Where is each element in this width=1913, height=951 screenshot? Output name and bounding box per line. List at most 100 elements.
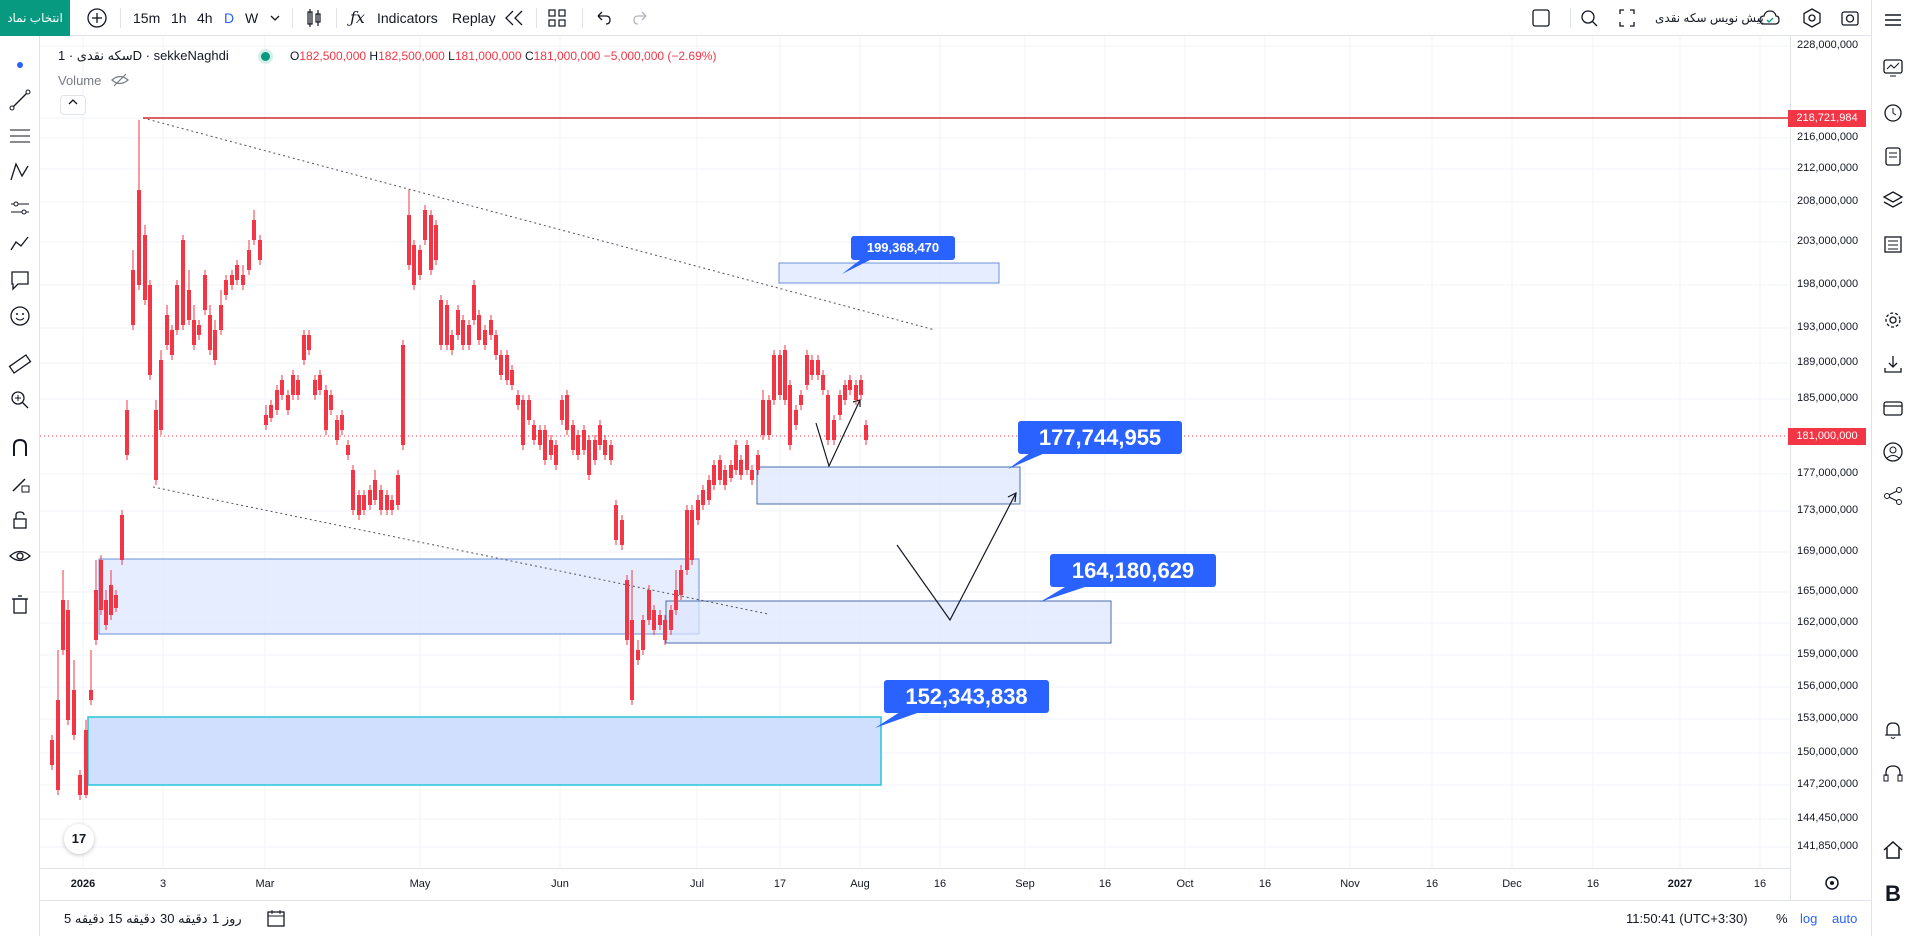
timeframe-1d[interactable]: 1 روز bbox=[212, 911, 242, 926]
zoom-tool-icon[interactable] bbox=[8, 388, 32, 412]
candle-body bbox=[674, 590, 678, 610]
brush-tool-icon[interactable] bbox=[8, 232, 32, 256]
replay-icon[interactable] bbox=[502, 0, 526, 36]
interval-1h[interactable]: 1h bbox=[171, 10, 187, 26]
callout-152m[interactable]: 152,343,838 bbox=[884, 680, 1049, 713]
undo-icon[interactable] bbox=[592, 0, 614, 36]
candle-body bbox=[772, 355, 776, 400]
lock-pen-icon[interactable] bbox=[8, 472, 32, 496]
interval-w[interactable]: W bbox=[245, 10, 259, 26]
card-icon[interactable] bbox=[1881, 396, 1905, 420]
headset-icon[interactable] bbox=[1881, 762, 1905, 786]
eye-hidden-icon[interactable] bbox=[111, 73, 129, 90]
interval-dropdown-icon[interactable] bbox=[268, 0, 282, 36]
settings-hex-icon[interactable] bbox=[1801, 0, 1823, 36]
callout-199m[interactable]: 199,368,470 bbox=[851, 236, 955, 260]
interval-4h[interactable]: 4h bbox=[197, 10, 213, 26]
symbol-legend[interactable]: سکه نقدی · 1D · sekkeNaghdi bbox=[58, 48, 229, 64]
top-toolbar: انتخاب نماد 15m 1h 4h D W ƒx Indicators … bbox=[0, 0, 1913, 36]
candle-body bbox=[838, 395, 842, 415]
candle-body bbox=[66, 610, 70, 720]
clock-timezone[interactable]: 11:50:41 (UTC+3:30) bbox=[1626, 911, 1748, 926]
watchlist-icon[interactable] bbox=[1881, 56, 1905, 80]
ruler-tool-icon[interactable] bbox=[8, 352, 32, 376]
trendline-tool-icon[interactable] bbox=[8, 88, 32, 112]
bell-icon[interactable] bbox=[1881, 718, 1905, 742]
percent-toggle[interactable]: % bbox=[1776, 911, 1788, 926]
camera-icon[interactable] bbox=[1839, 0, 1861, 36]
timeframe-5m[interactable]: 5 دقیقه bbox=[64, 911, 105, 926]
candle-body bbox=[576, 435, 580, 455]
candle-body bbox=[696, 500, 700, 520]
callout-164m[interactable]: 164,180,629 bbox=[1050, 554, 1216, 587]
log-toggle[interactable]: log bbox=[1800, 911, 1818, 926]
lock-icon[interactable] bbox=[8, 508, 32, 532]
candle-body bbox=[84, 730, 88, 795]
pattern-tool-icon[interactable] bbox=[8, 160, 32, 184]
download-icon[interactable] bbox=[1881, 352, 1905, 376]
price-tick-label: 162,000,000 bbox=[1797, 616, 1859, 628]
interval-d[interactable]: D bbox=[224, 10, 235, 26]
candle-body bbox=[247, 250, 251, 270]
add-symbol-icon[interactable] bbox=[86, 0, 108, 36]
notes-icon[interactable] bbox=[1881, 144, 1905, 168]
volume-legend[interactable]: Volume bbox=[58, 73, 129, 90]
time-axis[interactable]: 2026 3 Mar May Jun Jul 17 Aug 16 Sep 16 Oct 16 Nov 16 D… bbox=[40, 868, 1790, 900]
eye-icon[interactable] bbox=[8, 544, 32, 568]
cloud-save-icon[interactable] bbox=[1757, 0, 1781, 36]
candle-body bbox=[783, 350, 787, 400]
forecast-tool-icon[interactable] bbox=[8, 196, 32, 220]
candle-body bbox=[252, 220, 256, 240]
expand-icon[interactable] bbox=[1616, 0, 1638, 36]
share-icon[interactable] bbox=[1881, 484, 1905, 508]
callout-177m[interactable]: 177,744,955 bbox=[1018, 421, 1182, 454]
menu-icon[interactable] bbox=[1881, 8, 1905, 32]
open-key: O bbox=[290, 49, 300, 63]
redo-icon[interactable] bbox=[630, 0, 652, 36]
text-tool-icon[interactable] bbox=[8, 268, 32, 292]
candles-type-icon[interactable] bbox=[302, 0, 326, 36]
callout-tail-3 bbox=[1040, 587, 1085, 602]
fib-tool-icon[interactable] bbox=[8, 124, 32, 148]
timeframe-15m[interactable]: 15 دقیقه bbox=[108, 911, 156, 926]
price-tick-label: 177,000,000 bbox=[1797, 467, 1859, 479]
quick-search-icon[interactable] bbox=[1578, 0, 1600, 36]
candle-body bbox=[235, 265, 239, 280]
candle-body bbox=[50, 740, 54, 765]
magnet-tool-icon[interactable] bbox=[8, 436, 32, 460]
tradingview-logo-icon[interactable]: 17 bbox=[64, 824, 94, 854]
indicators-icon[interactable]: ƒx bbox=[350, 8, 365, 27]
axis-settings-icon[interactable] bbox=[1820, 871, 1844, 895]
replay-button[interactable]: Replay bbox=[452, 10, 496, 26]
candle-body bbox=[663, 620, 667, 640]
home-icon[interactable] bbox=[1881, 838, 1905, 862]
time-tick-label: Oct bbox=[1176, 878, 1194, 890]
candle-body bbox=[379, 490, 383, 510]
candle-body bbox=[203, 275, 207, 310]
price-axis[interactable]: 228,000,000220,000,000216,000,000212,000… bbox=[1790, 36, 1870, 900]
emoji-tool-icon[interactable] bbox=[8, 304, 32, 328]
cursor-dot-icon[interactable] bbox=[8, 53, 32, 77]
timeframe-30m[interactable]: 30 دقیقه bbox=[160, 911, 208, 926]
symbol-legend-text[interactable]: سکه نقدی · 1D · sekkeNaghdi bbox=[58, 48, 229, 63]
symbol-select-button[interactable]: انتخاب نماد bbox=[0, 0, 70, 36]
interval-15m[interactable]: 15m bbox=[133, 10, 161, 26]
layout-grid-icon[interactable] bbox=[545, 0, 569, 36]
date-range-icon[interactable] bbox=[264, 901, 288, 937]
alarm-icon[interactable] bbox=[1881, 100, 1905, 124]
candle-body bbox=[241, 275, 245, 285]
fullscreen-box-icon[interactable] bbox=[1530, 0, 1552, 36]
collapse-legend-button[interactable] bbox=[60, 95, 86, 115]
layers-icon[interactable] bbox=[1881, 188, 1905, 212]
user-icon[interactable] bbox=[1881, 440, 1905, 464]
auto-toggle[interactable]: auto bbox=[1832, 911, 1858, 926]
indicators-button[interactable]: Indicators bbox=[377, 10, 438, 26]
gear-icon[interactable] bbox=[1881, 308, 1905, 332]
chart-title[interactable]: پیش نویس سکه نقدی bbox=[1655, 11, 1764, 25]
candle-body bbox=[799, 395, 803, 405]
list-icon[interactable] bbox=[1881, 232, 1905, 256]
brand-b-icon[interactable]: B bbox=[1885, 881, 1901, 906]
candle-body bbox=[712, 465, 716, 485]
trash-icon[interactable] bbox=[8, 592, 32, 616]
